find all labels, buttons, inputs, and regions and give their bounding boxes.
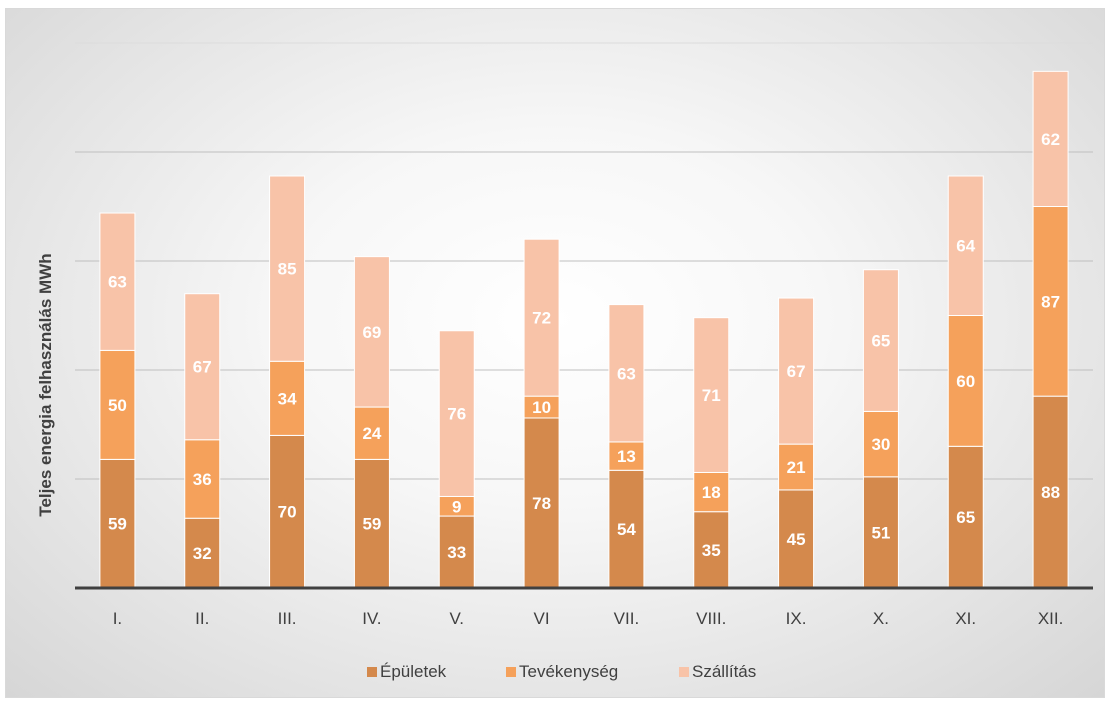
data-label: 35 [702,541,721,560]
data-label: 24 [362,424,381,443]
data-label: 54 [617,520,636,539]
data-label: 60 [956,372,975,391]
data-label: 70 [278,503,297,522]
bars [99,70,1069,589]
data-label: 78 [532,494,551,513]
data-label: 65 [956,508,975,527]
bar-segment [353,256,390,408]
data-label: 67 [193,358,212,377]
data-label: 18 [702,483,721,502]
bar-segment [184,293,221,441]
x-tick-label: XII. [1038,609,1064,628]
bar-segment [353,406,390,460]
bar-segment [608,441,645,471]
x-tick-label: VIII. [696,609,726,628]
x-tick-label: IX. [786,609,807,628]
data-label: 65 [871,332,890,351]
x-axis: I. II. III. IV. V. VI VII. VIII. IX. X. XI. XII. [75,586,1093,628]
data-label: 67 [787,362,806,381]
data-label: 59 [108,515,127,534]
data-label: 59 [362,515,381,534]
bar-segment [693,317,730,473]
bar-segment [99,212,136,351]
bar-segment [438,330,475,497]
data-label: 9 [452,497,461,516]
y-axis-title: Teljes energia felhasználás MWh [36,253,55,516]
data-label: 30 [871,435,890,454]
data-label: 88 [1041,483,1060,502]
bar-segment [1032,395,1069,589]
x-tick-label: II. [195,609,209,628]
x-tick-label: IV. [362,609,381,628]
data-label: 71 [702,386,721,405]
data-label: 50 [108,396,127,415]
bar-segment [778,297,815,445]
data-label: 33 [447,543,466,562]
data-label: 13 [617,447,636,466]
bar-segment [862,269,899,412]
data-label: 62 [1041,130,1060,149]
bar-segment [269,434,306,589]
bar-segment [1032,70,1069,207]
bar-segment [778,443,815,491]
x-tick-label: V. [449,609,464,628]
gridlines [75,42,1093,480]
data-label: 36 [193,470,212,489]
bar-segment [693,471,730,513]
bar-segment [778,489,815,589]
data-labels: 59 50 63 32 36 67 70 34 85 59 24 69 33 9 76 78 10 72 54 13 6… [108,130,1060,563]
data-label: 34 [278,389,297,408]
legend: Épületek Tevékenység Szállítás [367,662,756,681]
data-label: 21 [787,458,806,477]
legend-swatch [506,667,516,677]
bar-segment [269,175,306,362]
x-tick-label: VII. [614,609,640,628]
x-tick-label: X. [873,609,889,628]
bar-segment [862,476,899,589]
x-tick-label: VI [534,609,550,628]
data-label: 32 [193,544,212,563]
bar-segment [1032,206,1069,397]
data-label: 64 [956,237,975,256]
bar-segment [523,238,560,397]
data-label: 63 [617,364,636,383]
x-tick-label: XI. [955,609,976,628]
legend-label: Épületek [380,662,447,681]
legend-swatch [367,667,377,677]
legend-swatch [679,667,689,677]
bar-segment [947,175,984,316]
bar-segment [862,410,899,478]
bar-segment [269,360,306,436]
legend-label: Szállítás [692,662,756,681]
data-label: 63 [108,273,127,292]
legend-label: Tevékenység [519,662,618,681]
data-label: 45 [787,530,806,549]
data-label: 69 [362,323,381,342]
bar-segment [608,304,645,443]
bar-segment [438,515,475,589]
data-label: 10 [532,398,551,417]
data-label: 87 [1041,292,1060,311]
x-tick-label: I. [113,609,122,628]
x-tick-label: III. [278,609,297,628]
data-label: 76 [447,405,466,424]
bar-segment [608,469,645,589]
data-label: 85 [278,260,297,279]
bar-segment [947,315,984,447]
data-label: 51 [871,523,890,542]
data-label: 72 [532,309,551,328]
